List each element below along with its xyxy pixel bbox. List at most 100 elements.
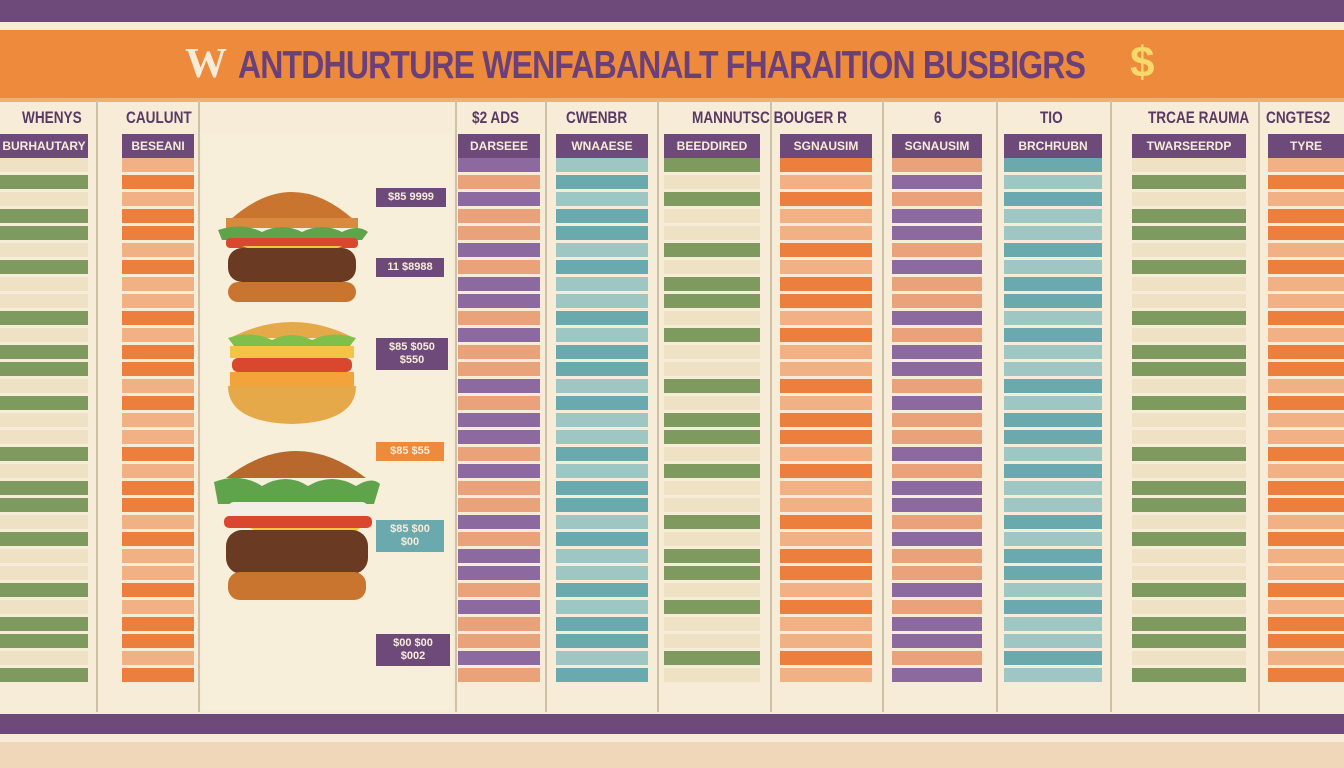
table-cell <box>556 345 648 359</box>
table-cell <box>0 396 88 410</box>
table-cell <box>892 617 982 631</box>
table-cell <box>458 668 540 682</box>
table-cell <box>892 311 982 325</box>
table-cell <box>780 447 872 461</box>
table-cell <box>892 634 982 648</box>
table-cell <box>1268 379 1344 393</box>
table-cell <box>664 243 760 257</box>
table-cell <box>892 345 982 359</box>
table-cell <box>664 464 760 478</box>
table-cell <box>892 464 982 478</box>
table-cell <box>0 226 88 240</box>
table-cell <box>122 447 194 461</box>
table-cell <box>122 668 194 682</box>
table-column: DARSEEE <box>458 134 540 710</box>
table-cell <box>556 600 648 614</box>
table-cell <box>0 617 88 631</box>
table-cell <box>1268 328 1344 342</box>
table-cell <box>892 668 982 682</box>
table-cell <box>892 549 982 563</box>
table-cell <box>780 413 872 427</box>
table-cell <box>780 549 872 563</box>
table-cell <box>122 277 194 291</box>
table-cell <box>664 498 760 512</box>
top-bar <box>0 0 1344 22</box>
table-cell <box>458 345 540 359</box>
table-cell <box>458 192 540 206</box>
table-cell <box>122 192 194 206</box>
table-cell <box>1132 396 1246 410</box>
table-cell <box>1268 158 1344 172</box>
table-column: TYRE <box>1268 134 1344 710</box>
table-cell <box>1132 243 1246 257</box>
table-cell <box>1268 515 1344 529</box>
table-cell <box>458 549 540 563</box>
table-cell <box>556 379 648 393</box>
table-cell <box>1132 294 1246 308</box>
table-column: SGNAUSIM <box>780 134 872 710</box>
table-cell <box>0 515 88 529</box>
table-cell <box>664 277 760 291</box>
table-cell <box>1004 481 1102 495</box>
table-cell <box>122 396 194 410</box>
table-cell <box>1004 515 1102 529</box>
table-cell <box>122 209 194 223</box>
burger-panel: $85 9999 11 $8988 $85 $050 $550 $85 $55 … <box>202 134 452 710</box>
table-cell <box>1268 634 1344 648</box>
title-suffix: $ <box>1130 38 1155 87</box>
page-title: ANTDHURTURE WENFABANALT FHARAITION BUSBI… <box>238 44 1086 87</box>
table-cell <box>780 668 872 682</box>
table-cell <box>1132 498 1246 512</box>
table-cell <box>556 192 648 206</box>
table-cell <box>458 600 540 614</box>
table-cell <box>0 311 88 325</box>
table-cell <box>1004 498 1102 512</box>
table-cell <box>1268 430 1344 444</box>
table-cell <box>458 481 540 495</box>
table-cell <box>892 158 982 172</box>
table-cell <box>458 226 540 240</box>
title-prefix: W <box>185 41 227 87</box>
table-cell <box>664 362 760 376</box>
table-cell <box>892 243 982 257</box>
table-cell <box>780 498 872 512</box>
table-cell <box>122 549 194 563</box>
table-cell <box>1132 226 1246 240</box>
column-caption: BESEANI <box>122 134 194 158</box>
table-cell <box>664 668 760 682</box>
table-cell <box>1132 566 1246 580</box>
table-cell <box>122 294 194 308</box>
table-cell <box>780 379 872 393</box>
table-cell <box>458 243 540 257</box>
table-cell <box>556 243 648 257</box>
table-cell <box>1004 260 1102 274</box>
table-cell <box>556 498 648 512</box>
table-cell <box>1004 345 1102 359</box>
table-cell <box>0 294 88 308</box>
table-cell <box>1268 260 1344 274</box>
table-cell <box>0 209 88 223</box>
table-cell <box>1268 566 1344 580</box>
table-cell <box>892 498 982 512</box>
table-cell <box>664 651 760 665</box>
table-cell <box>1004 430 1102 444</box>
table-cell <box>1132 362 1246 376</box>
table-cell <box>892 260 982 274</box>
table-cell <box>458 634 540 648</box>
table-cell <box>0 260 88 274</box>
table-cell <box>1268 464 1344 478</box>
table-cell <box>556 277 648 291</box>
table-cell <box>1132 481 1246 495</box>
table-cell <box>780 481 872 495</box>
table-cell <box>122 226 194 240</box>
table-cell <box>0 158 88 172</box>
table-cell <box>458 158 540 172</box>
table-cell <box>664 175 760 189</box>
table-cell <box>122 515 194 529</box>
table-cell <box>556 396 648 410</box>
table-cell <box>556 209 648 223</box>
table-cell <box>1132 413 1246 427</box>
table-cell <box>780 328 872 342</box>
table-cell <box>892 192 982 206</box>
table-cell <box>1268 498 1344 512</box>
